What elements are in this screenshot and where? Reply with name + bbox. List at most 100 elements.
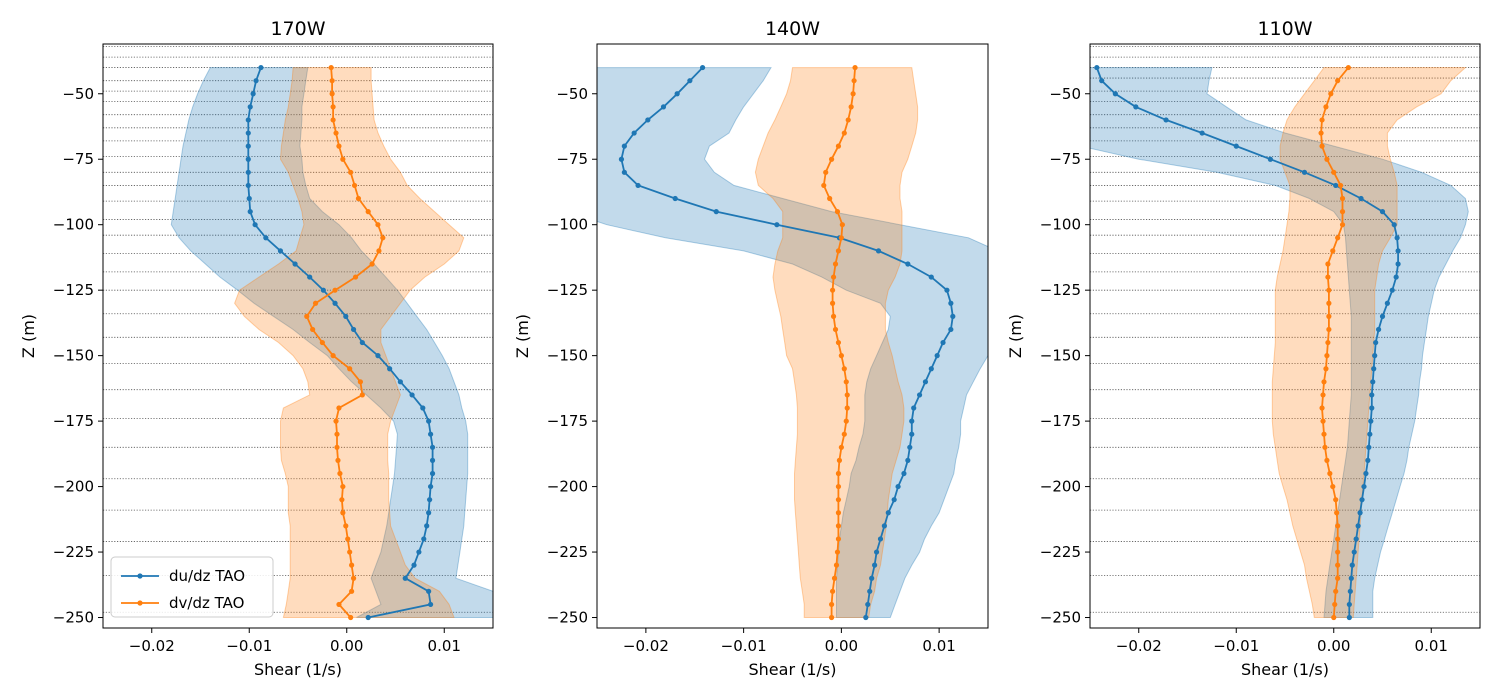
x-tick-label: −0.01: [226, 637, 272, 655]
data-point: [429, 470, 436, 477]
y-tick-label: −250: [1040, 609, 1081, 627]
data-point: [333, 418, 339, 424]
data-point: [1233, 143, 1239, 149]
y-tick-label: −175: [53, 412, 94, 430]
data-point: [1320, 418, 1326, 424]
data-point: [375, 222, 381, 228]
data-point: [1348, 575, 1354, 581]
plot-area: [103, 46, 493, 621]
legend: du/dz TAO dv/dz TAO: [110, 556, 274, 618]
data-point: [838, 444, 844, 450]
data-point: [909, 418, 915, 424]
data-point: [345, 536, 351, 542]
data-point: [1370, 379, 1376, 385]
data-point: [365, 209, 371, 215]
data-point: [424, 523, 430, 529]
y-tick-label: −50: [62, 85, 94, 103]
data-point: [1333, 588, 1339, 594]
data-point: [263, 235, 269, 241]
y-tick-label: −150: [1040, 347, 1081, 365]
data-point: [429, 457, 436, 463]
data-point: [1395, 261, 1401, 267]
data-point: [1351, 549, 1357, 555]
data-point: [839, 222, 845, 228]
y-tick-label: −250: [53, 609, 94, 627]
data-point: [247, 209, 253, 215]
data-point: [1379, 313, 1386, 319]
y-tick-label: −200: [547, 478, 588, 496]
x-tick-label: 0.01: [1415, 637, 1448, 655]
data-point: [823, 169, 829, 175]
data-point: [835, 143, 842, 149]
legend-swatch-marker: [137, 573, 143, 579]
data-point: [905, 261, 911, 267]
data-point: [359, 392, 365, 398]
y-tick-label: −100: [547, 216, 588, 234]
data-point: [1366, 444, 1372, 450]
data-point: [1395, 248, 1401, 254]
data-point: [336, 601, 342, 608]
data-point: [713, 209, 719, 215]
data-point: [1361, 483, 1367, 490]
data-point: [427, 497, 433, 503]
data-point: [829, 588, 836, 594]
data-point: [1353, 536, 1359, 542]
y-tick-label: −175: [547, 412, 588, 430]
data-point: [618, 156, 625, 162]
data-point: [335, 457, 341, 463]
x-tick-label: −0.02: [1116, 637, 1162, 655]
data-point: [332, 300, 338, 306]
data-point: [1321, 379, 1327, 385]
y-tick-label: −50: [556, 85, 588, 103]
data-point: [928, 366, 934, 372]
data-point: [835, 523, 842, 529]
data-point: [1094, 64, 1100, 71]
data-point: [699, 64, 706, 71]
data-point: [631, 130, 637, 136]
data-point: [838, 235, 844, 241]
band-0: [170, 67, 493, 618]
data-point: [1389, 287, 1395, 293]
data-point: [1326, 300, 1332, 306]
data-point: [834, 549, 841, 555]
data-point: [1321, 431, 1327, 437]
y-tick-label: −75: [556, 150, 588, 168]
data-point: [830, 274, 837, 280]
data-point: [246, 195, 252, 202]
data-point: [426, 418, 432, 424]
data-point: [1328, 91, 1334, 97]
data-point: [833, 562, 840, 568]
plot-area: [597, 64, 988, 621]
data-point: [409, 392, 415, 398]
x-tick-label: −0.02: [129, 637, 175, 655]
data-point: [832, 261, 839, 267]
x-tick-label: 0.00: [1317, 637, 1350, 655]
data-point: [905, 457, 911, 463]
x-tick-label: −0.01: [721, 637, 767, 655]
data-point: [1099, 78, 1105, 84]
data-point: [319, 339, 325, 346]
data-point: [253, 78, 259, 84]
data-point: [1335, 523, 1341, 529]
data-point: [1332, 601, 1338, 608]
data-point: [247, 104, 253, 110]
panel-2: −0.02 −0.01 0.00 0.01 −50 −75 −100 −125 −150 −175…: [1006, 18, 1481, 679]
data-point: [1112, 91, 1118, 97]
data-point: [330, 353, 336, 359]
data-point: [245, 143, 251, 149]
data-point: [832, 326, 839, 333]
data-point: [1339, 195, 1346, 202]
data-point: [867, 588, 873, 594]
data-point: [829, 601, 835, 608]
data-point: [1346, 614, 1352, 621]
y-tick-label: −100: [53, 216, 94, 234]
data-point: [328, 64, 334, 71]
data-point: [1163, 117, 1169, 123]
x-tick-label: 0.00: [330, 637, 363, 655]
x-axis-label: Shear (1/s): [749, 660, 837, 679]
data-point: [1324, 156, 1330, 162]
data-point: [411, 562, 417, 568]
data-point: [245, 156, 251, 162]
data-point: [909, 431, 915, 437]
data-point: [1324, 353, 1330, 359]
